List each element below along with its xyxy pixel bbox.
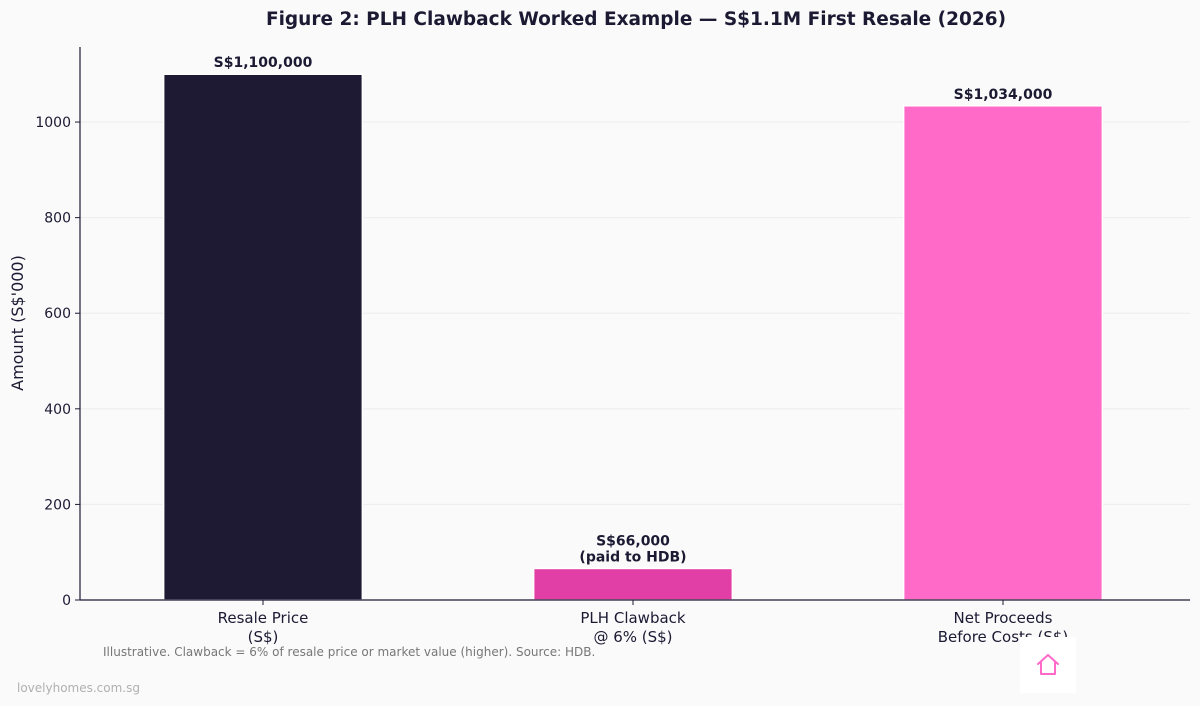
- chart-title: Figure 2: PLH Clawback Worked Example — …: [266, 9, 1006, 30]
- y-tick-label: 0: [62, 593, 71, 609]
- data-labels: S$1,100,000 S$66,000(paid to HDB) S$1,034,…: [214, 55, 1053, 565]
- x-tick-label: @ 6% (S$): [593, 628, 672, 646]
- y-tick-label: 1000: [35, 115, 71, 131]
- site-watermark: lovelyhomes.com.sg: [17, 681, 140, 695]
- data-label: S$1,100,000: [214, 55, 313, 71]
- bars: [162, 73, 1104, 601]
- data-label: S$66,000: [596, 533, 670, 549]
- bar: [162, 73, 364, 601]
- data-label: S$1,034,000: [954, 87, 1053, 103]
- bar: [532, 567, 734, 601]
- x-tick-label: Resale Price: [218, 609, 309, 627]
- axes: 0 200 400 600 800 1000 Resale Price(S$) PLH Cla…: [35, 47, 1190, 646]
- y-tick-label: 200: [44, 497, 71, 513]
- y-axis-label: Amount (S$'000): [8, 255, 27, 391]
- x-tick-label: PLH Clawback: [580, 609, 686, 627]
- x-tick-label: (S$): [248, 628, 279, 646]
- chart-note: Illustrative. Clawback = 6% of resale pr…: [103, 645, 595, 659]
- logo: [1020, 637, 1076, 693]
- y-tick-label: 400: [44, 402, 71, 418]
- data-label: (paid to HDB): [579, 549, 686, 565]
- y-tick-label: 800: [44, 211, 71, 227]
- x-tick-label: Net Proceeds: [954, 609, 1053, 627]
- house-icon: [1037, 654, 1059, 675]
- y-tick-label: 600: [44, 306, 71, 322]
- bar: [902, 105, 1104, 601]
